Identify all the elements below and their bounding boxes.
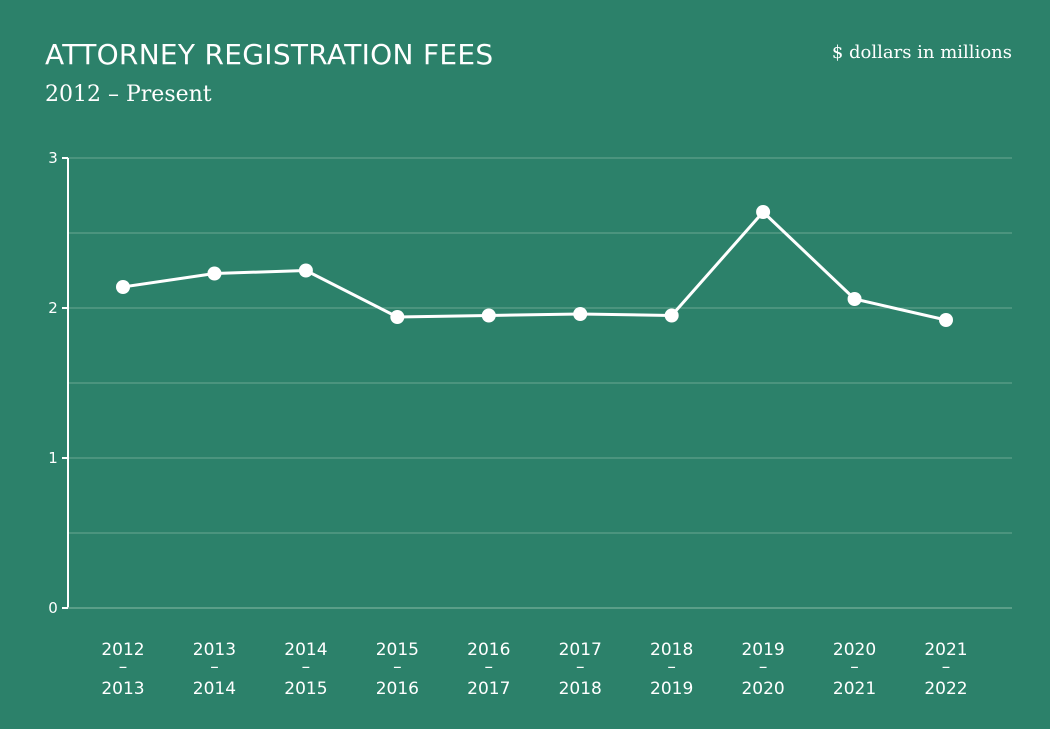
x-tick-labels: 2012–20132013–20142014–20152015–20162016… (101, 640, 967, 699)
x-tick-label-top: 2018 (650, 640, 693, 660)
x-tick-label-3: 2015–2016 (376, 640, 419, 699)
x-tick-label-dash: – (667, 657, 676, 677)
x-tick-label-dash: – (942, 657, 951, 677)
data-point-3 (390, 310, 405, 324)
x-tick-label-bottom: 2017 (467, 679, 510, 699)
x-tick-label-dash: – (302, 657, 311, 677)
x-tick-label-bottom: 2015 (284, 679, 327, 699)
data-point-6 (664, 308, 679, 323)
x-tick-label-top: 2019 (741, 640, 784, 660)
x-tick-label-bottom: 2014 (193, 679, 236, 699)
x-tick-label-dash: – (210, 657, 219, 677)
data-point-8 (847, 292, 862, 306)
data-point-7 (756, 205, 771, 219)
x-tick-label-dash: – (576, 657, 585, 677)
data-point-2 (298, 263, 313, 278)
x-tick-label-bottom: 2021 (833, 679, 876, 699)
y-tick-labels: 0 1 2 3 (48, 149, 58, 617)
data-point-0 (116, 280, 130, 294)
x-tick-label-dash: – (759, 657, 768, 677)
y-tick-label-3: 3 (48, 149, 58, 167)
x-tick-label-top: 2017 (559, 640, 602, 660)
x-tick-label-bottom: 2022 (924, 679, 967, 699)
x-tick-label-bottom: 2019 (650, 679, 693, 699)
data-point-4 (481, 308, 496, 323)
x-tick-label-top: 2013 (193, 640, 236, 660)
x-tick-label-2: 2014–2015 (284, 640, 327, 699)
x-tick-label-top: 2016 (467, 640, 510, 660)
chart-subtitle: 2012 – Present (45, 82, 212, 107)
x-tick-label-8: 2020–2021 (833, 640, 876, 699)
x-tick-label-dash: – (119, 657, 128, 677)
x-tick-label-dash: – (850, 657, 859, 677)
x-tick-label-5: 2017–2018 (559, 640, 602, 699)
x-tick-label-1: 2013–2014 (193, 640, 236, 699)
x-tick-label-top: 2020 (833, 640, 876, 660)
x-tick-label-dash: – (485, 657, 494, 677)
x-tick-label-dash: – (393, 657, 402, 677)
gridlines (68, 157, 1012, 534)
x-tick-label-bottom: 2020 (741, 679, 784, 699)
units-note: $ dollars in millions (831, 42, 1012, 63)
chart-title: ATTORNEY REGISTRATION FEES (45, 38, 494, 71)
x-tick-label-top: 2012 (101, 640, 144, 660)
series (116, 205, 953, 327)
x-tick-label-4: 2016–2017 (467, 640, 510, 699)
x-tick-label-top: 2014 (284, 640, 327, 660)
x-tick-label-bottom: 2016 (376, 679, 419, 699)
x-tick-label-top: 2015 (376, 640, 419, 660)
x-tick-label-9: 2021–2022 (924, 640, 967, 699)
x-tick-label-bottom: 2013 (101, 679, 144, 699)
x-tick-label-0: 2012–2013 (101, 640, 144, 699)
x-tick-label-top: 2021 (924, 640, 967, 660)
data-point-1 (207, 266, 222, 281)
data-point-9 (939, 313, 953, 327)
x-tick-label-bottom: 2018 (559, 679, 602, 699)
x-tick-label-7: 2019–2020 (741, 640, 784, 699)
y-tick-label-1: 1 (48, 449, 58, 467)
x-tick-label-6: 2018–2019 (650, 640, 693, 699)
axes (62, 157, 1012, 609)
y-tick-label-0: 0 (48, 599, 58, 617)
y-tick-label-2: 2 (48, 299, 58, 317)
series-line (122, 210, 947, 322)
data-point-5 (573, 307, 588, 321)
